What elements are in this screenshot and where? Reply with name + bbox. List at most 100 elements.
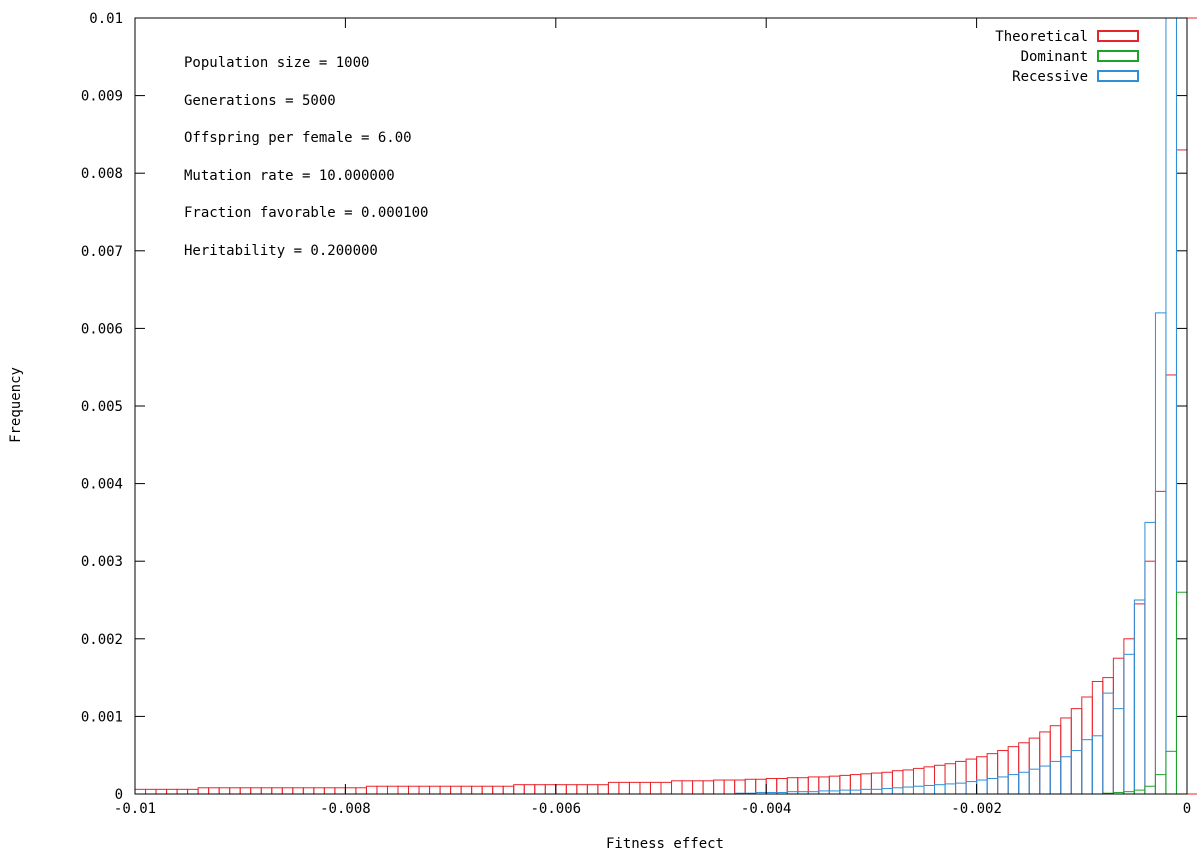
bar-theoretical [744, 778, 757, 795]
bar-theoretical [481, 785, 494, 795]
bar-recessive [986, 777, 999, 795]
bar-theoretical [986, 753, 999, 795]
bar-theoretical [923, 766, 936, 795]
bar-theoretical [1028, 737, 1041, 795]
y-tick-label: 0.009 [81, 89, 123, 105]
bar-theoretical [1186, 17, 1197, 795]
bar-theoretical [145, 788, 157, 795]
bar-recessive [944, 783, 957, 795]
legend-label-theoretical: Theoretical [995, 29, 1088, 45]
bar-theoretical [166, 788, 178, 795]
annotation-block: Population size = 1000 Generations = 500… [184, 55, 428, 259]
bar-theoretical [997, 750, 1009, 795]
bar-theoretical [376, 785, 388, 795]
bar-theoretical [692, 780, 704, 795]
bar-recessive [902, 786, 914, 795]
bar-theoretical [681, 780, 694, 795]
bar-recessive [1081, 739, 1093, 795]
legend: Theoretical Dominant Recessive [995, 29, 1139, 85]
bar-theoretical [607, 781, 620, 795]
y-tick-label: 0.006 [81, 321, 123, 337]
bar-theoretical [534, 784, 546, 795]
bar-theoretical [870, 772, 883, 795]
y-tick-label: 0.007 [81, 244, 123, 260]
bar-theoretical [839, 774, 851, 795]
x-tick-label: -0.002 [951, 801, 1002, 817]
bar-theoretical [818, 776, 830, 795]
bar-dominant [1133, 789, 1146, 795]
bar-recessive [1133, 599, 1146, 795]
bar-theoretical [1091, 680, 1104, 795]
bar-recessive [870, 788, 883, 795]
axes: 0 0.001 0.002 0.003 0.004 0.005 0.006 0.007 0.00… [81, 11, 1191, 817]
bar-recessive [1102, 692, 1114, 795]
bar-recessive [1070, 750, 1083, 795]
bar-theoretical [471, 785, 483, 795]
bar-recessive [1007, 774, 1020, 795]
bar-theoretical [1070, 708, 1083, 795]
bar-recessive [1091, 735, 1104, 795]
x-tick-label: 0 [1183, 801, 1191, 817]
bar-theoretical [386, 785, 399, 795]
bar-theoretical [1175, 149, 1188, 795]
bar-theoretical [544, 784, 557, 795]
bar-theoretical [1039, 731, 1051, 795]
bar-recessive [1112, 708, 1125, 795]
bar-recessive [1039, 765, 1051, 795]
y-tick-label: 0.003 [81, 554, 123, 570]
y-tick-label: 0.002 [81, 632, 123, 648]
bar-recessive [881, 788, 893, 795]
y-tick-label: 0.01 [89, 11, 123, 27]
legend-swatch-recessive [1097, 70, 1139, 82]
bar-recessive [1049, 760, 1062, 795]
bar-recessive [839, 789, 851, 795]
bar-recessive [955, 782, 967, 795]
annotation-line: Mutation rate = 10.000000 [184, 168, 395, 184]
x-tick-label: -0.006 [531, 801, 582, 817]
bar-dominant [1154, 774, 1167, 795]
y-tick-label: 0 [115, 787, 123, 803]
bar-recessive [934, 784, 946, 795]
bar-theoretical [1165, 374, 1177, 795]
bar-theoretical [313, 787, 325, 795]
bar-theoretical [1112, 657, 1125, 795]
bar-theoretical [765, 777, 778, 795]
bar-theoretical [618, 781, 630, 795]
bar-recessive [912, 785, 925, 795]
bar-theoretical [639, 781, 651, 795]
x-tick-label: -0.01 [114, 801, 156, 817]
bar-theoretical [755, 778, 767, 795]
bar-theoretical [197, 787, 210, 795]
y-tick-label: 0.008 [81, 166, 123, 182]
bar-theoretical [492, 785, 504, 795]
bar-recessive [965, 781, 978, 795]
y-tick-label: 0.004 [81, 477, 123, 493]
bar-recessive [976, 779, 988, 795]
bar-theoretical [344, 787, 357, 795]
bar-theoretical [302, 787, 315, 795]
bar-theoretical [1018, 742, 1030, 795]
bar-recessive [1144, 521, 1156, 795]
bar-theoretical [460, 785, 473, 795]
bar-recessive [1060, 756, 1072, 795]
bar-theoretical [671, 780, 683, 795]
x-tick-label: -0.008 [320, 801, 371, 817]
bar-theoretical [187, 788, 199, 795]
bar-theoretical [713, 779, 725, 795]
bar-theoretical [649, 781, 662, 795]
bar-theoretical [881, 771, 893, 795]
bar-theoretical [523, 784, 536, 795]
legend-label-recessive: Recessive [1012, 69, 1088, 85]
bar-recessive [997, 776, 1009, 795]
bar-theoretical [260, 787, 273, 795]
bar-theoretical [576, 784, 588, 795]
bar-recessive [923, 784, 936, 795]
bar-recessive [1018, 771, 1030, 795]
series-recessive-bars [734, 17, 1188, 795]
y-tick-label: 0.005 [81, 399, 123, 415]
bar-theoretical [912, 767, 925, 795]
bar-theoretical [450, 785, 462, 795]
bar-theoretical [418, 785, 431, 795]
legend-swatch-theoretical [1097, 30, 1139, 42]
